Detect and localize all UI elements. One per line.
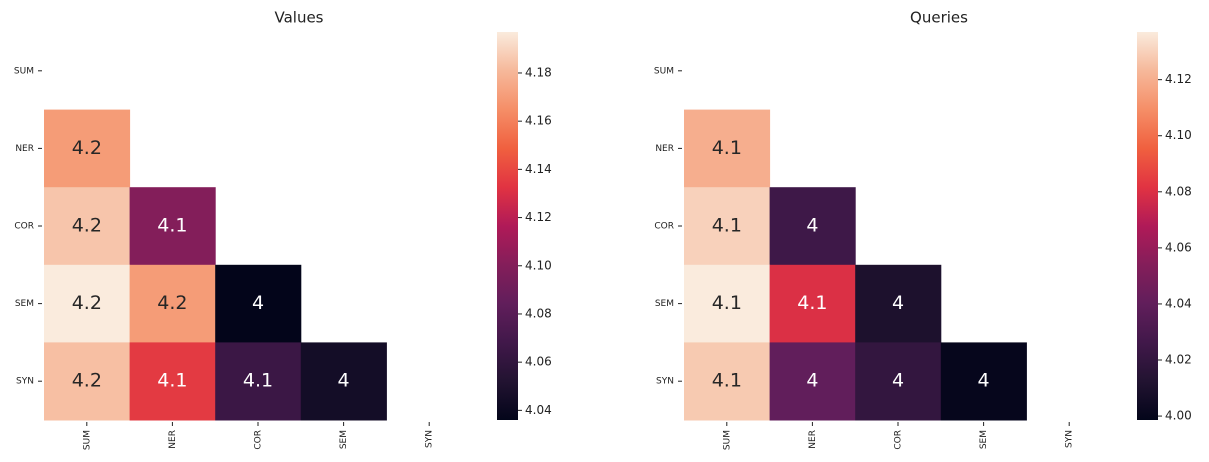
cell-label: 4.2: [72, 370, 102, 392]
colorbar-tick-label: 4.06: [1165, 240, 1192, 254]
colorbar-tick-label: 4.12: [1165, 72, 1192, 86]
colorbar-tick-label: 4.00: [1165, 409, 1192, 423]
cell-label: 4.2: [72, 215, 102, 237]
cell-label: 4.2: [72, 292, 102, 314]
heatmap-cell: [44, 342, 131, 421]
y-tick-label: SUM: [14, 66, 34, 76]
cell-label: 4.1: [243, 370, 273, 392]
cell-label: 4.2: [157, 292, 187, 314]
chart-title: Values: [274, 9, 323, 27]
colorbar-tick-label: 4.04: [525, 403, 552, 417]
colorbar-tick-label: 4.10: [525, 258, 552, 272]
colorbar-tick-label: 4.08: [1165, 184, 1192, 198]
y-tick-label: NER: [15, 144, 34, 154]
heatmap-cell: [44, 109, 131, 188]
cell-label: 4.1: [712, 137, 742, 159]
cell-label: 4.1: [157, 215, 187, 237]
y-tick-label: SEM: [15, 299, 34, 309]
heatmap-cell: [684, 187, 771, 266]
y-tick-label: COR: [14, 222, 34, 232]
x-tick-label: COR: [254, 430, 264, 450]
x-tick-label: SEM: [339, 430, 349, 449]
colorbar-tick-label: 4.08: [525, 306, 552, 320]
colorbar-tick-label: 4.02: [1165, 353, 1192, 367]
colorbar-tick-label: 4.04: [1165, 296, 1192, 310]
cell-label: 4: [252, 292, 264, 314]
y-tick-label: SEM: [655, 299, 674, 309]
x-tick-label: SUM: [722, 430, 732, 450]
cell-label: 4.1: [712, 370, 742, 392]
heatmap-cell: [769, 187, 856, 266]
heatmap-cell: [855, 264, 942, 343]
y-tick-label: NER: [655, 144, 674, 154]
x-tick-label: SYN: [425, 430, 435, 448]
heatmap-cell: [44, 264, 131, 343]
colorbar: [497, 32, 518, 420]
heatmap-cell: [855, 342, 942, 421]
colorbar: [1137, 32, 1158, 420]
colorbar-tick-label: 4.06: [525, 355, 552, 369]
colorbar-tick-label: 4.12: [525, 210, 552, 224]
chart-title: Queries: [910, 9, 968, 27]
cell-label: 4: [806, 215, 818, 237]
heatmap-cell: [940, 342, 1027, 421]
heatmap-cell: [215, 342, 302, 421]
cell-label: 4: [978, 370, 990, 392]
y-tick-label: SYN: [16, 377, 34, 387]
y-tick-label: COR: [654, 222, 674, 232]
colorbar-tick-label: 4.14: [525, 162, 552, 176]
cell-label: 4.1: [712, 215, 742, 237]
heatmap-cell: [684, 109, 771, 188]
heatmap-cell: [769, 342, 856, 421]
heatmap-cell: [769, 264, 856, 343]
colorbar-tick-label: 4.18: [525, 65, 552, 79]
colorbar-tick-label: 4.10: [1165, 128, 1192, 142]
heatmap-cell: [44, 187, 131, 266]
cell-label: 4: [892, 292, 904, 314]
cell-label: 4: [806, 370, 818, 392]
heatmap-cell: [684, 264, 771, 343]
x-tick-label: SUM: [82, 430, 92, 450]
cell-label: 4.1: [797, 292, 827, 314]
x-tick-label: NER: [168, 430, 178, 449]
y-tick-label: SYN: [656, 377, 674, 387]
cell-label: 4.1: [157, 370, 187, 392]
heatmap-cell: [215, 264, 302, 343]
x-tick-label: NER: [808, 430, 818, 449]
x-tick-label: SEM: [979, 430, 989, 449]
heatmap-cell: [129, 264, 216, 343]
cell-label: 4.1: [712, 292, 742, 314]
x-tick-label: COR: [894, 430, 904, 450]
heatmap-cell: [129, 342, 216, 421]
colorbar-tick-label: 4.16: [525, 114, 552, 128]
cell-label: 4.2: [72, 137, 102, 159]
cell-label: 4: [338, 370, 350, 392]
y-tick-label: SUM: [654, 66, 674, 76]
heatmap-cell: [129, 187, 216, 266]
x-tick-label: SYN: [1065, 430, 1075, 448]
cell-label: 4: [892, 370, 904, 392]
heatmap-cell: [300, 342, 387, 421]
heatmap-cell: [684, 342, 771, 421]
